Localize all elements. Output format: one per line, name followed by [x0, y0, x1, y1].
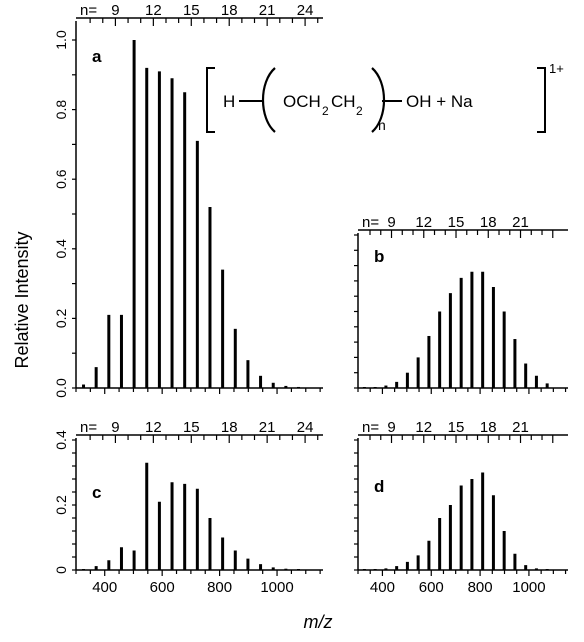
x-tick-label-d: 600: [419, 579, 444, 596]
n-tick-label-c: 24: [297, 419, 314, 436]
n-tick-label-d: 21: [512, 419, 529, 436]
n-tick-label-c: 12: [145, 419, 162, 436]
formula-annotation: H OCH 2 CH 2 n OH + Na 1+: [206, 61, 564, 133]
y-tick-label-a: 0.2: [53, 308, 69, 328]
x-tick-label-c: 800: [207, 579, 232, 596]
formula-ch: CH: [331, 92, 356, 111]
panel-label-c: c: [92, 483, 101, 502]
x-tick-label-d: 400: [370, 579, 395, 596]
n-tick-label-a: 18: [221, 2, 238, 19]
n-tick-label-d: 18: [480, 419, 497, 436]
panel-c: 0 0.2 0.4 400 600 800 1000 n= 9 12 15 18 21 24 c: [53, 419, 323, 596]
y-tick-label-c: 0.4: [53, 430, 69, 450]
panels: 0.0 0.2 0.4 0.6 0.8 1.0 n= 9 12 15 18 21 24 a n= 9 12 15 1…: [53, 2, 568, 596]
n-tick-label-c: 21: [259, 419, 276, 436]
formula-h: H: [223, 92, 235, 111]
n-tick-label-d: 15: [448, 419, 465, 436]
n-tick-label-a: 9: [111, 2, 119, 19]
formula-sub-2a: 2: [322, 104, 329, 118]
x-tick-label-c: 600: [150, 579, 175, 596]
panel-d: 400 600 800 1000 n= 9 12 15 18 21 d: [354, 419, 568, 596]
panel-b: n= 9 12 15 18 21 b: [354, 214, 568, 394]
n-tick-label-a: 12: [145, 2, 162, 19]
right-bracket: [537, 67, 546, 133]
n-tick-label-c: 18: [221, 419, 238, 436]
n-tick-label-b: 15: [448, 214, 465, 231]
formula-oh-na: OH + Na: [406, 92, 473, 111]
n-prefix-d: n=: [362, 419, 379, 436]
n-tick-label-b: 21: [512, 214, 529, 231]
formula-n: n: [378, 117, 386, 133]
y-tick-label-c: 0.2: [53, 495, 69, 515]
formula-och: OCH: [283, 92, 321, 111]
y-tick-label-a: 0.4: [53, 239, 69, 259]
y-tick-label-a: 0.0: [53, 378, 69, 398]
y-axis-label: Relative Intensity: [12, 231, 32, 368]
panel-label-a: a: [92, 47, 102, 66]
n-tick-label-a: 24: [297, 2, 314, 19]
x-axis-label: m/z: [304, 612, 333, 632]
n-prefix-b: n=: [362, 214, 379, 231]
n-prefix-a: n=: [80, 2, 97, 19]
n-tick-label-b: 9: [387, 214, 395, 231]
panel-label-d: d: [374, 477, 384, 496]
formula-sub-2b: 2: [356, 104, 363, 118]
n-tick-label-a: 15: [183, 2, 200, 19]
panel-a: 0.0 0.2 0.4 0.6 0.8 1.0 n= 9 12 15 18 21 24 a: [53, 2, 323, 398]
panel-label-b: b: [374, 247, 384, 266]
x-tick-label-d: 1000: [512, 579, 545, 596]
left-bracket: [206, 67, 215, 133]
n-tick-label-b: 18: [480, 214, 497, 231]
n-tick-label-c: 15: [183, 419, 200, 436]
n-tick-label-c: 9: [111, 419, 119, 436]
y-tick-label-c: 0: [53, 566, 69, 574]
n-tick-label-d: 9: [387, 419, 395, 436]
left-paren: [262, 67, 276, 133]
x-tick-label-c: 1000: [260, 579, 293, 596]
y-tick-label-a: 0.8: [53, 100, 69, 120]
n-prefix-c: n=: [80, 419, 97, 436]
n-tick-label-a: 21: [259, 2, 276, 19]
formula-charge: 1+: [549, 61, 564, 76]
n-tick-label-d: 12: [415, 419, 432, 436]
x-tick-label-c: 400: [92, 579, 117, 596]
x-tick-label-d: 800: [468, 579, 493, 596]
n-tick-label-b: 12: [415, 214, 432, 231]
y-tick-label-a: 1.0: [53, 30, 69, 50]
y-tick-label-a: 0.6: [53, 169, 69, 189]
